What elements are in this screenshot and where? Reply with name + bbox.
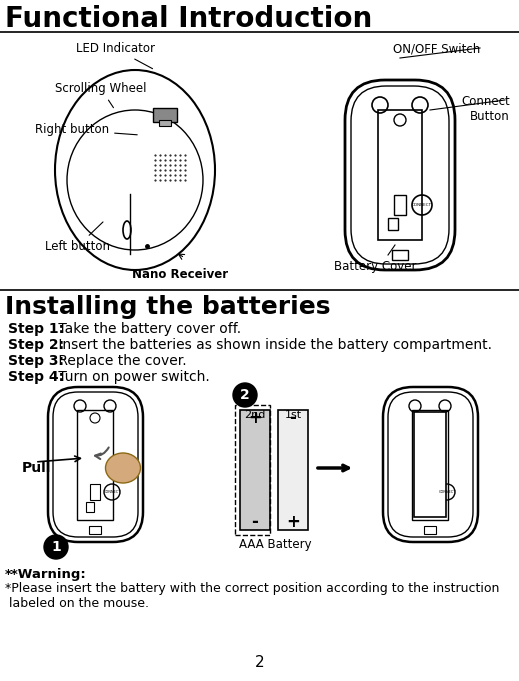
Bar [86, 502, 94, 512]
Text: Step 3:: Step 3: [8, 354, 64, 368]
Text: Step 2:: Step 2: [8, 338, 64, 352]
Text: Turn on power switch.: Turn on power switch. [53, 370, 209, 384]
Text: 2: 2 [255, 655, 264, 670]
Text: Take the battery cover off.: Take the battery cover off. [53, 322, 241, 336]
Bar [278, 410, 308, 530]
Text: Replace the cover.: Replace the cover. [53, 354, 186, 368]
Text: 1st: 1st [284, 410, 302, 420]
Bar [421, 502, 429, 512]
Text: Insert the batteries as shown inside the battery compartment.: Insert the batteries as shown inside the… [53, 338, 491, 352]
Text: Functional Introduction: Functional Introduction [5, 5, 372, 33]
Text: Step 4:: Step 4: [8, 370, 64, 384]
Ellipse shape [105, 453, 141, 483]
Text: Battery Cover: Battery Cover [334, 260, 416, 273]
Text: ON/OFF Switch: ON/OFF Switch [393, 42, 480, 55]
Circle shape [44, 535, 68, 559]
Bar [392, 250, 408, 260]
Text: Right button: Right button [35, 123, 137, 136]
Text: 2: 2 [240, 388, 250, 402]
Text: Pull: Pull [22, 461, 51, 475]
Circle shape [233, 383, 257, 407]
Text: 2nd: 2nd [244, 410, 266, 420]
Text: 1: 1 [51, 540, 61, 554]
Text: AAA Battery: AAA Battery [239, 538, 311, 551]
Text: LED Indicator: LED Indicator [75, 42, 155, 69]
Text: -: - [252, 513, 258, 531]
Bar [412, 410, 448, 520]
Text: Scrolling Wheel: Scrolling Wheel [55, 82, 146, 108]
Bar [425, 484, 435, 500]
Text: Installing the batteries: Installing the batteries [5, 295, 331, 319]
Text: +: + [286, 513, 300, 531]
Text: +: + [248, 409, 262, 427]
Bar [90, 484, 100, 500]
Text: *Please insert the battery with the correct position according to the instructio: *Please insert the battery with the corr… [5, 582, 499, 610]
Bar [159, 120, 171, 126]
Text: Left button: Left button [45, 222, 110, 253]
Bar [424, 526, 436, 534]
Bar [394, 195, 406, 215]
Bar [388, 218, 398, 230]
Text: **Warning:: **Warning: [5, 568, 87, 581]
Text: CONNECT: CONNECT [439, 490, 456, 494]
Text: Step 1:: Step 1: [8, 322, 64, 336]
Text: Nano Receiver: Nano Receiver [132, 268, 228, 281]
Text: -: - [290, 409, 296, 427]
Bar [378, 110, 422, 240]
Bar [240, 410, 270, 530]
Bar [77, 410, 113, 520]
Text: CONNECT: CONNECT [103, 490, 121, 494]
Bar [89, 526, 101, 534]
Text: Connect
Button: Connect Button [461, 95, 510, 123]
Bar [235, 405, 270, 535]
Text: CONNECT: CONNECT [412, 203, 432, 207]
Bar [414, 412, 446, 517]
Bar [153, 108, 177, 122]
